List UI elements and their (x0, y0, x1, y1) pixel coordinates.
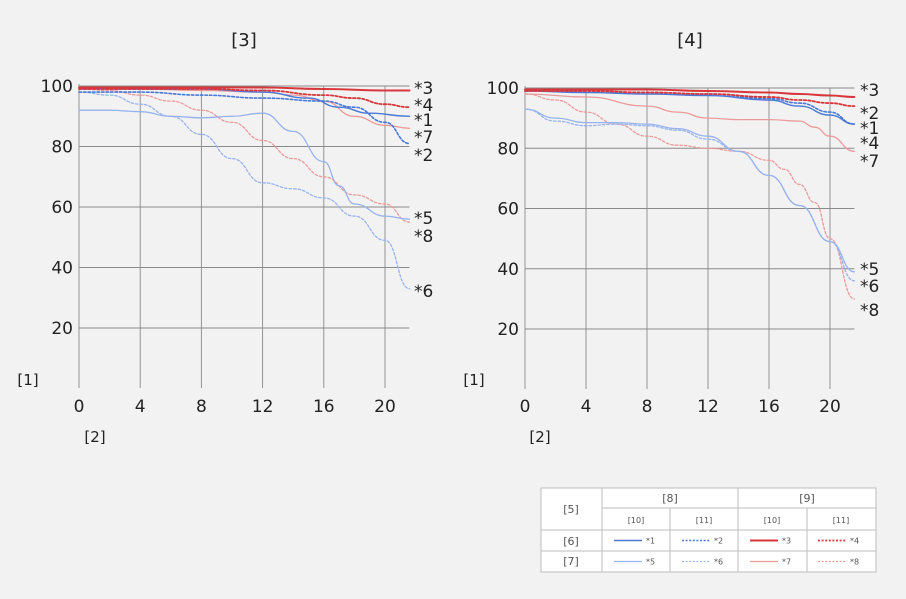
series-line-star3 (524, 88, 856, 98)
chart-title: [3] (231, 30, 257, 51)
x-tick-label: 0 (520, 397, 531, 417)
y-tick-label: 100 (41, 77, 73, 97)
y-tick-label: 40 (51, 259, 73, 279)
x-tick-label: 12 (252, 397, 274, 417)
series-line-star6 (524, 108, 856, 282)
series-end-label: *5 (860, 260, 879, 280)
legend-table: [5] [8] [9] [10] [11] [10] [11] [6] [7] *1 *2 *3 *4 *… (540, 487, 877, 573)
series-end-label: *5 (414, 209, 433, 229)
series-end-label: *4 (414, 96, 433, 116)
x-tick-label: 0 (74, 397, 85, 417)
series-line-star1 (78, 88, 411, 117)
series-end-label: *3 (860, 81, 879, 101)
y-tick-label: 60 (51, 198, 73, 218)
series-end-label: *6 (860, 277, 879, 297)
series-line-star6 (78, 91, 411, 290)
series-end-label: *8 (414, 227, 433, 247)
x-tick-label: 16 (313, 397, 335, 417)
legend-sub-label: [11] (833, 516, 849, 525)
y-tick-label: 100 (487, 79, 519, 99)
y-axis-label: [1] (463, 371, 484, 389)
x-axis-label: [2] (529, 428, 550, 446)
series-line-star7 (78, 88, 411, 129)
series-end-label: *7 (860, 152, 879, 172)
y-tick-label: 40 (497, 260, 519, 280)
series-line-star2 (78, 91, 411, 145)
series-end-label: *3 (414, 79, 433, 99)
legend-group-label: [8] (662, 492, 678, 505)
series-line-star8 (524, 93, 856, 300)
y-tick-label: 60 (497, 200, 519, 220)
legend-series-label: *5 (646, 558, 655, 567)
x-tick-label: 4 (581, 397, 592, 417)
series-line-star1 (524, 90, 856, 125)
x-tick-label: 20 (374, 397, 396, 417)
y-tick-label: 20 (497, 320, 519, 340)
series-line-star4 (524, 90, 856, 107)
y-tick-label: 80 (497, 139, 519, 159)
legend-series-label: *3 (782, 537, 791, 546)
legend-sub-label: [10] (764, 516, 780, 525)
x-tick-label: 8 (642, 397, 653, 417)
x-tick-label: 20 (819, 397, 841, 417)
y-tick-label: 80 (51, 138, 73, 158)
legend-series-label: *8 (850, 558, 859, 567)
legend-row-label: [6] (563, 535, 579, 548)
legend-series-label: *4 (850, 537, 859, 546)
chart-panel-2: 20 40 60 80 100 0 4 8 12 16 20 [4] [1] [2] *3 *2*1*4*7 *… (463, 30, 879, 446)
legend-row-label: [7] (563, 555, 579, 568)
series-end-label: *7 (414, 128, 433, 148)
legend-sub-label: [10] (628, 516, 644, 525)
series-end-label: *1 (414, 111, 433, 131)
series-end-label: *6 (414, 282, 433, 302)
series-end-label: *2 (414, 146, 433, 166)
chart-title: [4] (677, 30, 703, 51)
series-end-label: *4 (860, 134, 879, 154)
legend-series-label: *1 (646, 537, 655, 546)
legend-series-label: *2 (714, 537, 723, 546)
x-axis-label: [2] (84, 428, 105, 446)
legend-header: [5] (563, 503, 579, 516)
series-line-star8 (78, 88, 411, 223)
x-tick-label: 4 (135, 397, 146, 417)
legend-group-label: [9] (799, 492, 815, 505)
x-tick-label: 8 (196, 397, 207, 417)
series-line-star5 (78, 109, 411, 220)
x-tick-label: 12 (697, 397, 719, 417)
x-tick-label: 16 (758, 397, 780, 417)
y-axis-label: [1] (17, 371, 38, 389)
series-line-star4 (78, 88, 411, 109)
series-line-star3 (78, 86, 411, 92)
legend-sub-label: [11] (696, 516, 712, 525)
series-line-star5 (524, 108, 856, 273)
legend-series-label: *6 (714, 558, 723, 567)
chart-panel-1: 20 40 60 80 100 0 4 8 12 16 20 [3] [1] [2] *3*4*1*7*2 *… (17, 30, 433, 446)
series-line-star7 (524, 93, 856, 152)
series-line-star2 (524, 90, 856, 125)
series-end-label: *1 (860, 119, 879, 139)
y-tick-label: 20 (51, 319, 73, 339)
series-end-label: *8 (860, 301, 879, 321)
legend-series-label: *7 (782, 558, 791, 567)
series-end-label: *2 (860, 104, 879, 124)
